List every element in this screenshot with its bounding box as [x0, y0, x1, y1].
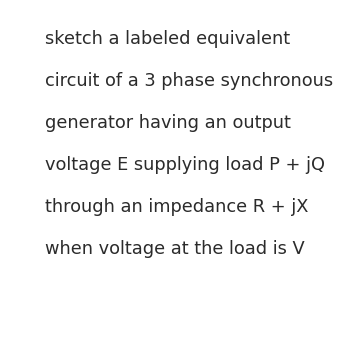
Text: voltage E supplying load P + jQ: voltage E supplying load P + jQ — [45, 156, 325, 174]
Text: when voltage at the load is V: when voltage at the load is V — [45, 240, 304, 258]
Text: through an impedance R + jX: through an impedance R + jX — [45, 198, 308, 216]
Text: generator having an output: generator having an output — [45, 114, 291, 132]
Text: sketch a labeled equivalent: sketch a labeled equivalent — [45, 30, 290, 48]
Text: circuit of a 3 phase synchronous: circuit of a 3 phase synchronous — [45, 72, 333, 90]
